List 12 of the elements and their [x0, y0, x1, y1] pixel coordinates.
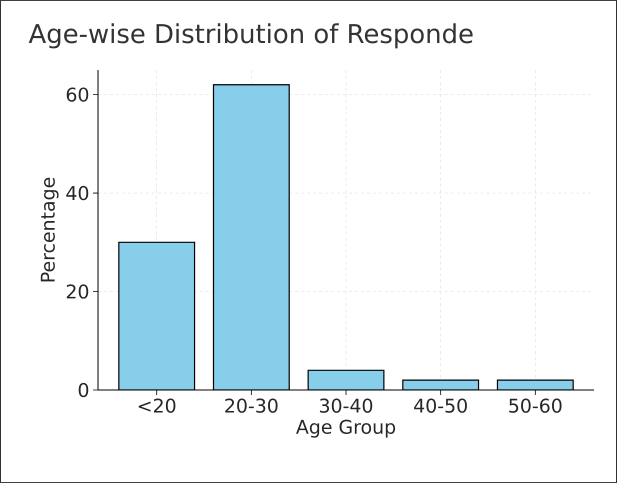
x-tick-label: <20	[138, 398, 176, 413]
y-tick-label: 0	[78, 382, 88, 398]
x-tick-label: 20-30	[225, 398, 278, 413]
y-tick-label: 60	[66, 87, 88, 102]
x-tick-label: 50-60	[509, 398, 562, 413]
x-tick-label: 30-40	[320, 398, 372, 413]
y-tick-label: 40	[66, 186, 88, 200]
y-tick-label: 20	[66, 284, 88, 299]
y-axis-title: Percentage	[40, 178, 59, 282]
chart-title: Age-wise Distribution of Responde	[28, 23, 473, 48]
x-tick-label: 40-50	[414, 398, 467, 413]
x-axis-title: Age Group	[296, 420, 396, 438]
